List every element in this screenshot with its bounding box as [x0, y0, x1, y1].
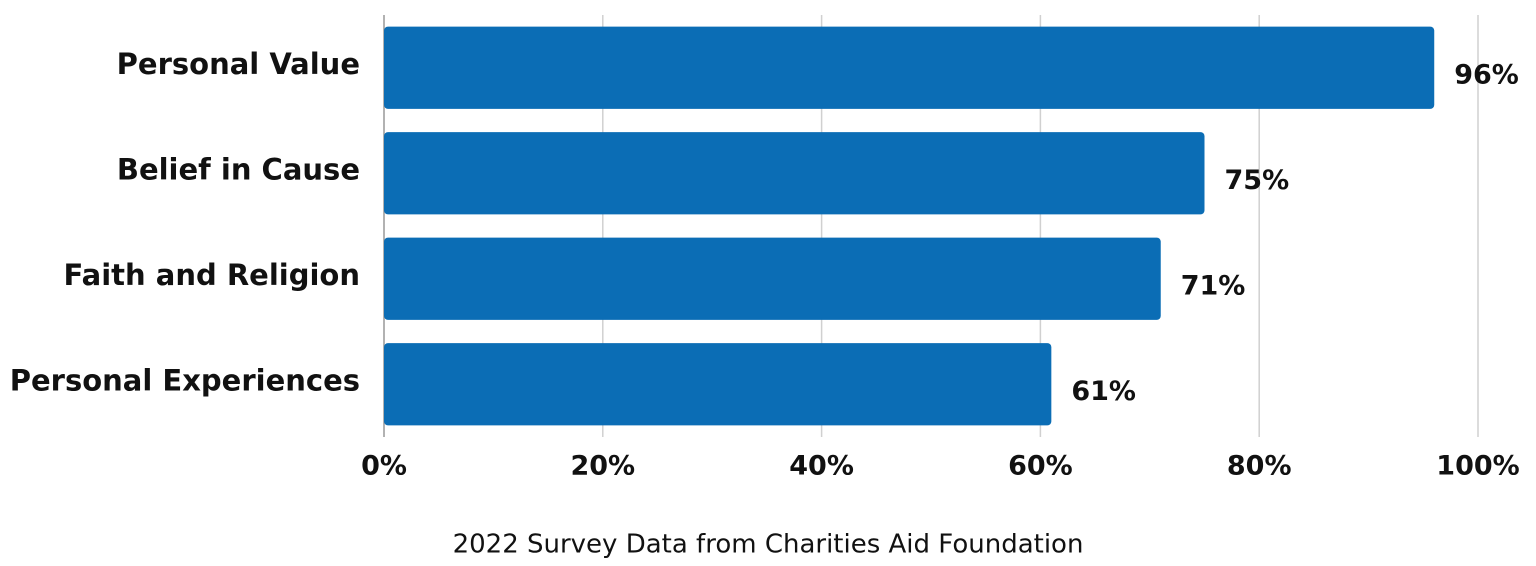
bar — [384, 343, 1052, 426]
value-label: 71% — [1181, 270, 1246, 301]
x-tick-label: 80% — [1227, 451, 1292, 482]
x-tick-label: 0% — [361, 451, 407, 482]
x-tick-label: 100% — [1436, 451, 1519, 482]
value-label: 96% — [1454, 59, 1519, 90]
bar — [384, 132, 1205, 215]
x-tick-label: 40% — [789, 451, 854, 482]
x-axis-label: 2022 Survey Data from Charities Aid Foun… — [453, 530, 1084, 560]
value-label: 61% — [1071, 376, 1136, 407]
x-tick-label: 60% — [1008, 451, 1073, 482]
y-tick-label: Personal Value — [117, 47, 360, 81]
value-label: 75% — [1225, 165, 1290, 196]
bar — [384, 237, 1161, 320]
y-tick-label: Personal Experiences — [10, 363, 360, 397]
x-tick-label: 20% — [570, 451, 635, 482]
y-tick-label: Belief in Cause — [117, 152, 360, 186]
bar — [384, 26, 1435, 109]
y-tick-label: Faith and Religion — [64, 258, 360, 292]
